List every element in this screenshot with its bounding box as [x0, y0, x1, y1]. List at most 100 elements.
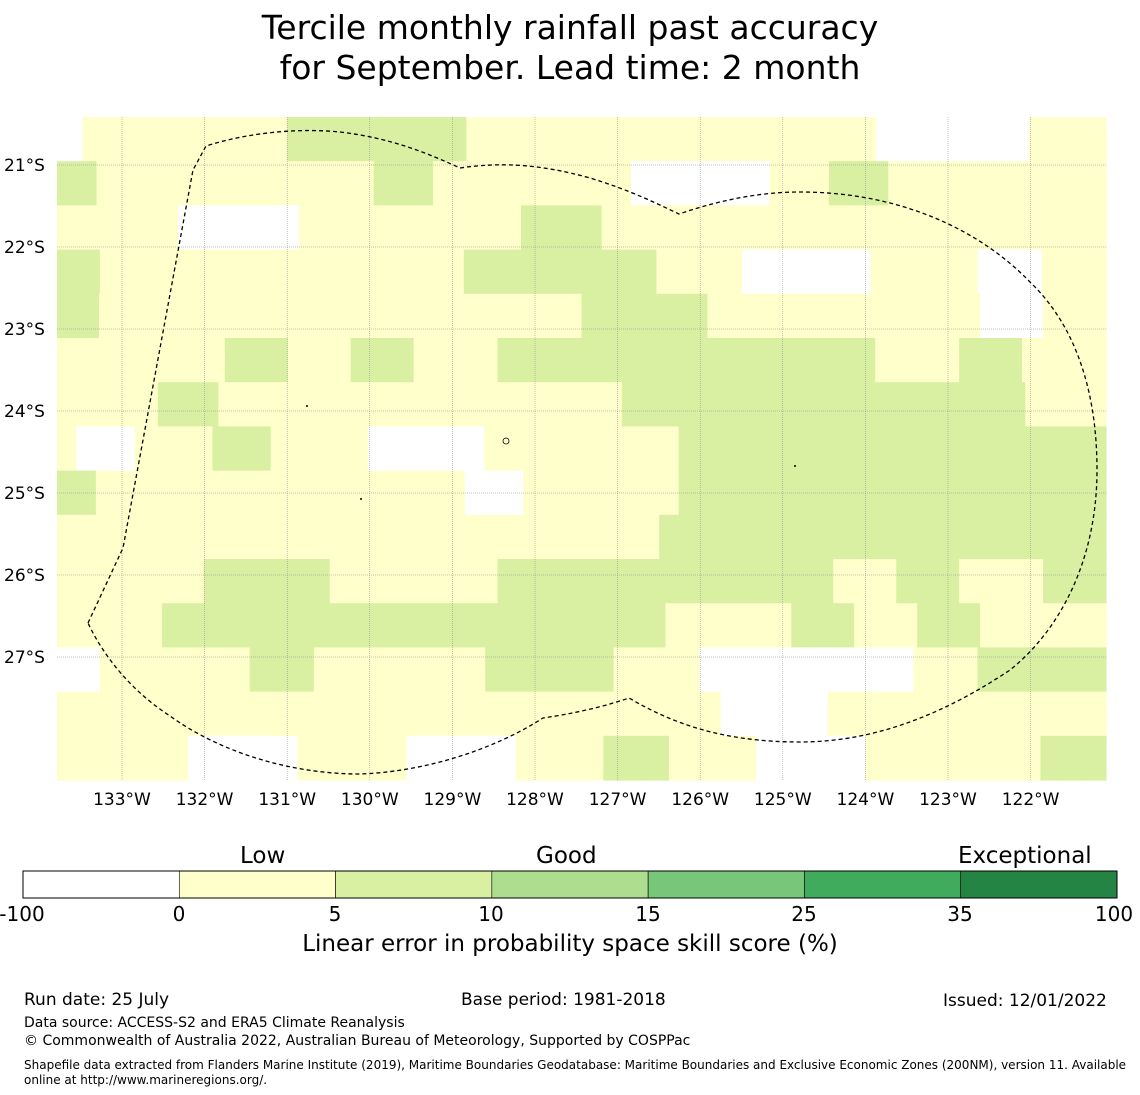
map-graticule	[57, 117, 1106, 780]
map-cell	[57, 647, 80, 693]
map-cell	[775, 426, 796, 472]
map-cell	[551, 161, 573, 206]
map-cell	[271, 691, 294, 737]
map-cell	[379, 382, 401, 427]
map-cell	[463, 647, 486, 693]
map-cell	[290, 426, 311, 472]
map-cell	[287, 559, 310, 604]
latitude-label: 26°S	[4, 566, 45, 586]
map-cell	[245, 293, 268, 339]
map-cell	[77, 205, 98, 251]
title-line-1: Tercile monthly rainfall past accuracy	[261, 8, 879, 47]
map-cell	[329, 603, 352, 648]
map-cell	[911, 514, 932, 560]
map-cell	[959, 603, 981, 648]
longitude-label: 131°W	[258, 790, 316, 810]
map-cell	[848, 161, 870, 206]
map-cell	[821, 735, 845, 781]
map-cell	[472, 735, 495, 781]
map-cell	[406, 735, 430, 781]
map-cell	[413, 559, 436, 604]
map-cell	[290, 514, 311, 560]
map-cell	[581, 293, 604, 339]
map-cell	[611, 161, 632, 206]
map-cell	[1008, 470, 1029, 516]
map-cell	[635, 647, 658, 693]
map-cell	[117, 205, 139, 251]
map-cell	[299, 382, 320, 427]
map-cell	[996, 735, 1020, 781]
map-cell	[1007, 161, 1028, 206]
map-cell	[931, 426, 952, 472]
map-cell	[620, 426, 641, 472]
map-cell	[977, 691, 1000, 737]
map-cell	[875, 559, 897, 604]
longitude-label: 130°W	[341, 790, 399, 810]
map-cell	[379, 205, 401, 251]
map-cell	[950, 470, 971, 516]
map-cell	[953, 735, 976, 781]
map-cell	[364, 117, 391, 162]
map-cell	[581, 205, 603, 251]
map-cell	[299, 205, 320, 251]
map-cell	[625, 735, 648, 781]
map-cell	[57, 161, 78, 206]
map-cell	[119, 293, 142, 339]
map-cell	[783, 382, 804, 427]
map-cell	[581, 559, 604, 604]
map-cell	[1046, 161, 1068, 206]
map-cell	[601, 382, 623, 427]
map-cell	[678, 470, 699, 516]
map-cell	[909, 735, 932, 781]
map-cell	[476, 603, 499, 648]
map-cell	[445, 426, 466, 472]
map-cell	[157, 382, 179, 427]
map-cell	[206, 249, 229, 295]
longitude-label: 127°W	[589, 790, 647, 810]
map-cell	[736, 470, 757, 516]
map-cell	[57, 691, 80, 737]
base-period: Base period: 1981-2018	[461, 990, 666, 1010]
map-cell	[497, 559, 520, 604]
map-cell	[659, 426, 680, 472]
map-cell	[989, 426, 1010, 472]
map-cell	[464, 514, 485, 560]
map-cell	[613, 691, 636, 737]
map-cell	[1086, 514, 1107, 560]
map-cell	[814, 514, 835, 560]
map-cell	[642, 205, 663, 251]
map-cell	[492, 161, 513, 206]
map-cell	[523, 426, 544, 472]
map-cell	[868, 161, 889, 206]
map-cell	[254, 161, 276, 206]
map-cell	[182, 603, 205, 648]
map-cell	[795, 426, 816, 472]
map-cell	[266, 293, 289, 339]
map-cell	[198, 382, 219, 427]
map-cell	[238, 382, 260, 427]
map-cell	[78, 691, 101, 737]
map-cell	[843, 735, 867, 781]
map-cell	[428, 735, 451, 781]
map-cell	[271, 647, 294, 693]
map-cell	[480, 382, 502, 427]
map-cell	[515, 735, 539, 781]
map-cell	[549, 647, 572, 693]
colorbar-label: Linear error in probability space skill …	[302, 931, 838, 957]
map-cell	[195, 161, 216, 206]
map-cell	[602, 338, 625, 383]
map-cell	[198, 205, 219, 251]
map-cell	[287, 603, 310, 648]
map-cell	[934, 691, 957, 737]
map-cell	[121, 249, 144, 295]
map-cell	[843, 205, 865, 251]
map-cell	[775, 514, 796, 560]
map-cell	[140, 559, 163, 604]
map-cell	[523, 514, 544, 560]
map-cell	[313, 249, 336, 295]
map-cell	[749, 603, 771, 648]
map-cell	[392, 293, 415, 339]
map-cell	[812, 559, 834, 604]
map-cell	[913, 647, 936, 693]
map-cell	[639, 514, 660, 560]
